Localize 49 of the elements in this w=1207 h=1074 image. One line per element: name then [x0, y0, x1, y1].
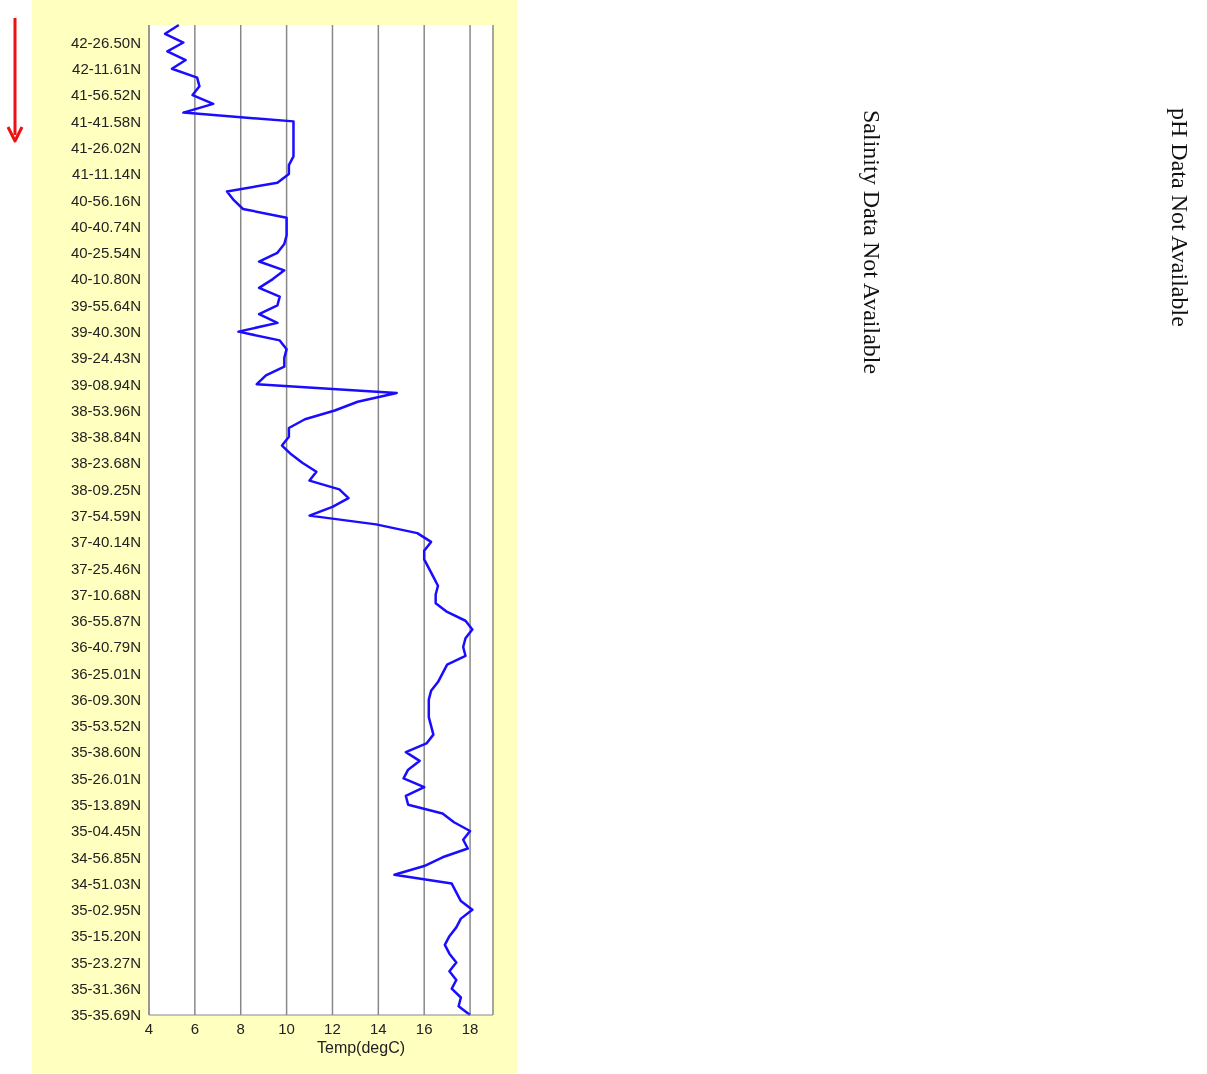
y-tick-label: 35-23.27N [70, 953, 141, 971]
y-tick-label: 37-25.46N [70, 559, 141, 577]
y-tick-label: 39-40.30N [70, 322, 141, 340]
y-tick-label: 40-25.54N [70, 244, 141, 262]
y-tick-label: 35-31.36N [70, 980, 141, 998]
y-tick-label: 37-40.14N [70, 533, 141, 551]
y-tick-label: 41-56.52N [70, 86, 141, 104]
y-tick-label: 38-38.84N [70, 428, 141, 446]
y-tick-label: 35-35.69N [70, 1006, 141, 1024]
y-tick-label: 38-09.25N [70, 480, 141, 498]
y-tick-label: 35-38.60N [70, 743, 141, 761]
y-tick-label: 39-08.94N [70, 375, 141, 393]
y-tick-label: 42-26.50N [70, 33, 141, 51]
x-tick-label: 6 [190, 1019, 200, 1037]
y-tick-label: 35-15.20N [70, 927, 141, 945]
y-tick-label: 41-26.02N [70, 138, 141, 156]
x-axis-title: Temp(degC) [316, 1039, 406, 1056]
y-tick-label: 40-56.16N [70, 191, 141, 209]
x-tick-label: 8 [236, 1019, 245, 1037]
y-tick-label: 35-53.52N [70, 717, 141, 735]
y-tick-label: 35-26.01N [70, 769, 141, 787]
y-tick-label: 35-13.89N [70, 796, 141, 814]
y-tick-label: 35-04.45N [70, 822, 141, 840]
x-tick-label: 16 [415, 1019, 433, 1037]
y-tick-label: 40-10.80N [70, 270, 141, 288]
x-tick-label: 4 [144, 1019, 154, 1037]
y-tick-label: 41-41.58N [70, 112, 141, 130]
y-tick-label: 37-54.59N [70, 506, 141, 524]
text: pH Data Not Available [1166, 108, 1193, 327]
y-tick-label: 36-40.79N [70, 638, 141, 656]
y-tick-label: 39-55.64N [70, 296, 141, 314]
y-tick-label: 36-55.87N [70, 612, 141, 630]
y-tick-label: 36-25.01N [70, 664, 141, 682]
y-tick-label: 36-09.30N [70, 690, 141, 708]
y-tick-label: 34-56.85N [70, 848, 141, 866]
x-tick-label: 18 [461, 1019, 479, 1037]
y-tick-label: 42-11.61N [72, 60, 141, 78]
y-tick-label: 34-51.03N [70, 874, 141, 892]
y-tick-label: 38-53.96N [70, 401, 141, 419]
y-tick-label: 40-40.74N [70, 217, 141, 235]
y-tick-label: 41-11.14N [72, 165, 141, 183]
y-tick-label: 35-02.95N [70, 901, 141, 919]
text: Salinity Data Not Available [858, 110, 885, 375]
y-tick-label: 38-23.68N [70, 454, 141, 472]
x-tick-label: 12 [324, 1019, 341, 1037]
x-tick-label: 10 [278, 1019, 295, 1037]
x-tick-label: 14 [369, 1019, 387, 1037]
y-tick-label: 39-24.43N [70, 349, 141, 367]
y-tick-label: 37-10.68N [70, 585, 141, 603]
